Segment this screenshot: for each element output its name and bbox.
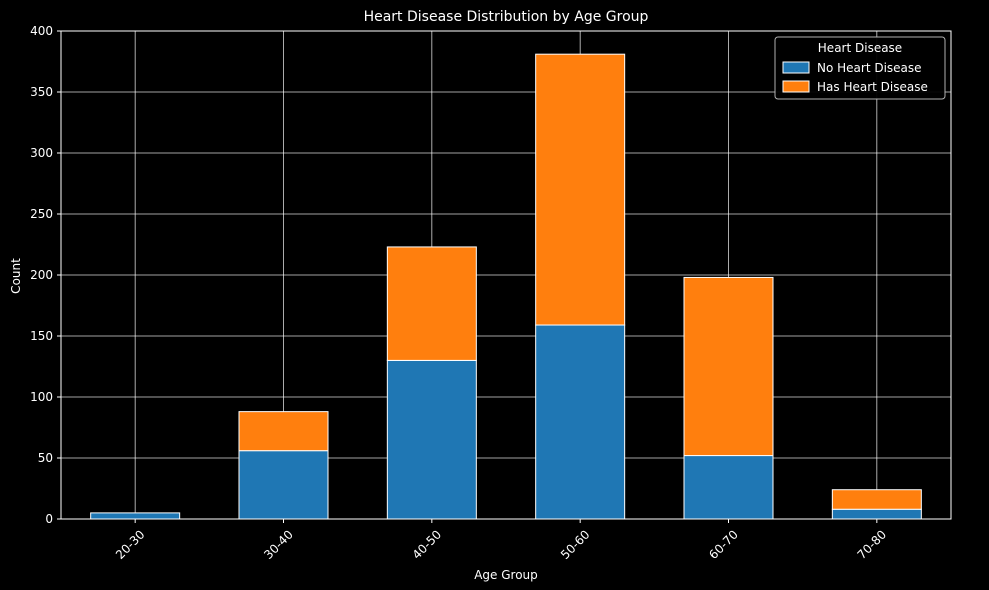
y-axis-label: Count: [9, 258, 23, 294]
legend-title: Heart Disease: [818, 41, 902, 55]
bar-no-heart-disease-60-70: [683, 455, 774, 520]
legend-swatch-no-heart-disease: [782, 61, 810, 74]
bar-no-heart-disease-40-50: [386, 359, 477, 520]
bar-has-heart-disease-60-70: [683, 276, 774, 457]
x-tick-label: 40-50: [410, 527, 445, 562]
x-tick-label: 20-30: [113, 527, 148, 562]
y-tick-label: 400: [30, 24, 53, 38]
bar-no-heart-disease-50-60: [535, 324, 626, 520]
legend: Heart Disease No Heart Disease Has Heart D…: [774, 36, 946, 100]
y-tick-label: 150: [30, 329, 53, 343]
x-axis-label: Age Group: [474, 568, 538, 582]
y-tick-label: 350: [30, 85, 53, 99]
y-tick-label: 300: [30, 146, 53, 160]
bar-has-heart-disease-30-40: [238, 411, 329, 452]
x-tick-label: 30-40: [261, 527, 296, 562]
y-tick-label: 250: [30, 207, 53, 221]
y-tick-label: 200: [30, 268, 53, 282]
axes: 0 50 100 150 200 250 300 350 400 20-30 30-40 40-50 5…: [30, 24, 952, 562]
legend-label-no-heart-disease: No Heart Disease: [817, 61, 922, 75]
y-tick-label: 100: [30, 390, 53, 404]
bar-has-heart-disease-70-80: [831, 489, 922, 510]
grid-lines: [61, 30, 951, 520]
legend-box: [774, 36, 946, 100]
x-tick-label: 70-80: [855, 527, 890, 562]
chart-title: Heart Disease Distribution by Age Group: [364, 9, 649, 25]
y-tick-label: 0: [45, 512, 53, 526]
x-tick-label: 50-60: [558, 527, 593, 562]
legend-label-has-heart-disease: Has Heart Disease: [817, 80, 928, 94]
bar-no-heart-disease-70-80: [831, 508, 922, 520]
bar-has-heart-disease-40-50: [386, 246, 477, 361]
x-tick-label: 60-70: [706, 527, 741, 562]
bar-no-heart-disease-20-30: [90, 512, 181, 520]
y-tick-label: 50: [38, 451, 53, 465]
bars: [90, 53, 922, 520]
legend-swatch-has-heart-disease: [782, 80, 810, 93]
bar-no-heart-disease-30-40: [238, 450, 329, 520]
bar-has-heart-disease-50-60: [535, 53, 626, 326]
